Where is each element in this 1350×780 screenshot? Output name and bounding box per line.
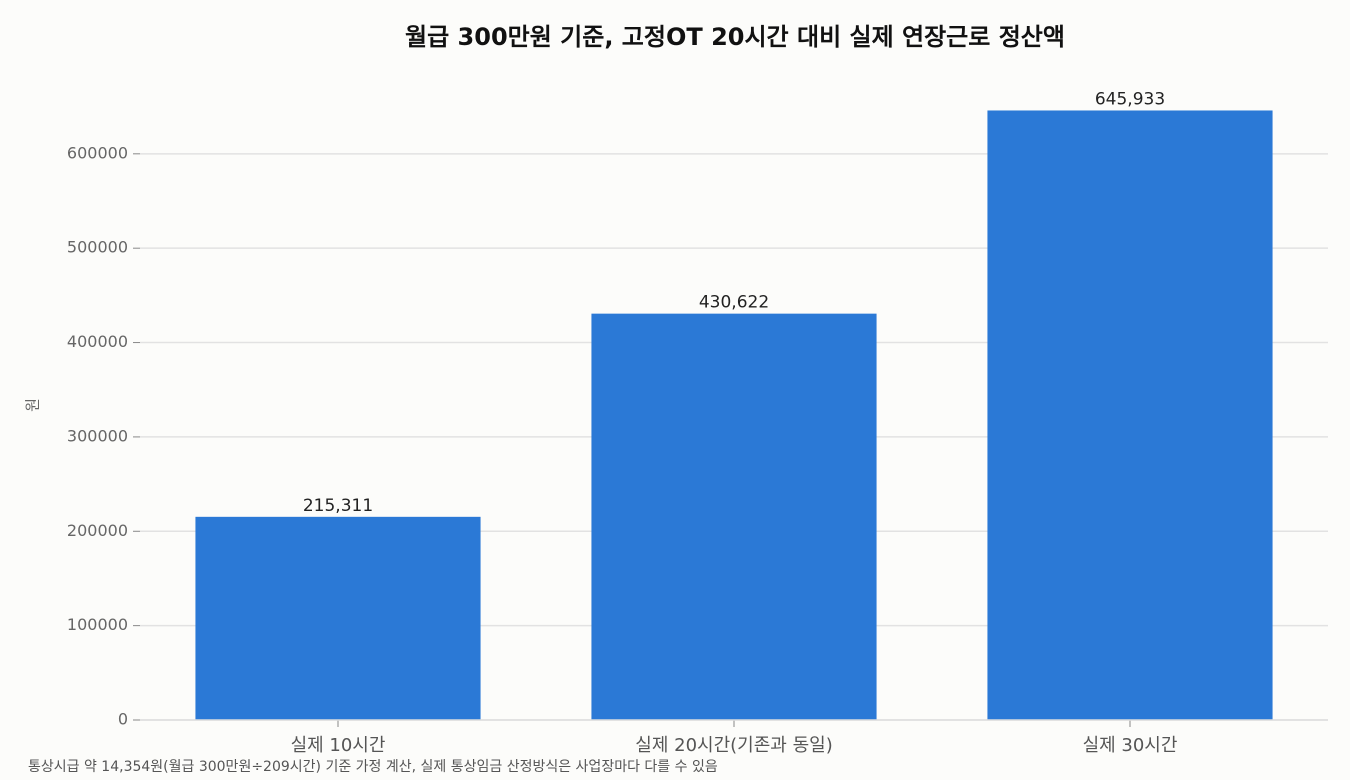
y-tick-label: 600000 [67,143,128,162]
x-tick-label: 실제 20시간(기존과 동일) [635,735,832,756]
y-axis-label: 원 [24,398,42,412]
y-tick-label: 200000 [67,521,128,540]
y-tick-label: 100000 [67,615,128,634]
y-tick-label: 500000 [67,238,128,257]
chart-title: 월급 300만원 기준, 고정OT 20시간 대비 실제 연장근로 정산액 [405,23,1065,51]
y-tick-label: 0 [118,710,128,729]
y-tick-label: 400000 [67,332,128,351]
bar [195,516,481,720]
x-tick-label: 실제 10시간 [291,735,386,756]
value-label: 645,933 [1095,89,1165,109]
value-label: 215,311 [303,496,373,516]
x-tick-label: 실제 30시간 [1083,735,1178,756]
y-tick-label: 300000 [67,426,128,445]
footnote: 통상시급 약 14,354원(월급 300만원÷209시간) 기준 가정 계산,… [28,759,718,775]
value-label: 430,622 [699,293,769,313]
bar [591,313,877,720]
bar [987,110,1273,720]
